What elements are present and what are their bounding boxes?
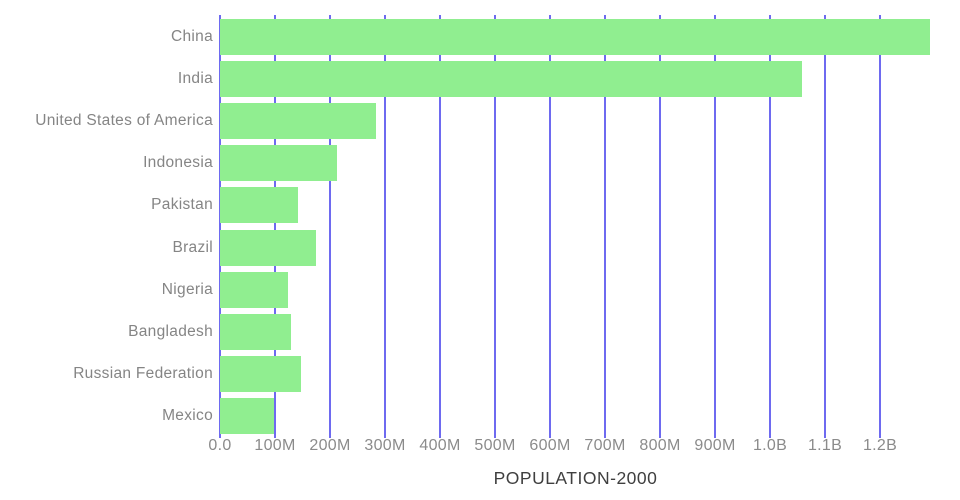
x-tick-label-1-0b: 1.0B [752,437,788,454]
gridline-1-1b [824,15,826,438]
category-label-bangladesh: Bangladesh [128,322,213,340]
bar-nigeria [220,271,288,308]
gridline-1-0b [769,15,771,438]
bar-china [220,19,930,55]
category-label-russian-federation: Russian Federation [73,364,213,382]
x-tick-label-600m: 600M [529,437,571,454]
gridline-800m [659,15,661,438]
x-tick-label-1-2b: 1.2B [862,437,898,454]
gridline-100m [274,15,276,438]
x-tick-label-200m: 200M [309,437,351,454]
x-tick-label-800m: 800M [639,437,681,454]
x-tick-label-100m: 100M [254,437,296,454]
category-label-nigeria: Nigeria [161,280,213,298]
x-tick-label-1-1b: 1.1B [807,437,843,454]
category-label-china: China [171,28,213,45]
gridline-400m [439,15,441,438]
x-tick-label-300m: 300M [364,437,406,454]
category-label-brazil: Brazil [172,238,213,256]
gridline-0-0 [219,15,221,438]
x-tick-label-400m: 400M [419,437,461,454]
category-label-united-states-of-america: United States of America [35,112,213,130]
x-tick-label-500m: 500M [474,437,516,454]
bar-india [220,61,802,98]
gridline-1-2b [879,15,881,438]
x-tick-label-700m: 700M [584,437,626,454]
gridline-300m [384,15,386,438]
gridline-900m [714,15,716,438]
category-label-india: India [177,70,213,88]
bar-russian-federation [220,355,301,392]
category-label-indonesia: Indonesia [143,154,213,172]
gridline-600m [549,15,551,438]
gridline-700m [604,15,606,438]
gridline-500m [494,15,496,438]
gridline-200m [329,15,331,438]
category-label-mexico: Mexico [162,406,213,424]
x-tick-label-900m: 900M [694,437,736,454]
x-axis-title: POPULATION-2000 [493,468,658,488]
category-label-pakistan: Pakistan [151,196,213,214]
bar-mexico [220,397,274,434]
bar-brazil [220,229,316,266]
bar-bangladesh [220,313,291,350]
bar-united-states-of-america [220,103,376,140]
x-tick-label-0-0: 0.0 [208,437,232,454]
bar-pakistan [220,187,299,224]
bar-indonesia [220,145,337,182]
